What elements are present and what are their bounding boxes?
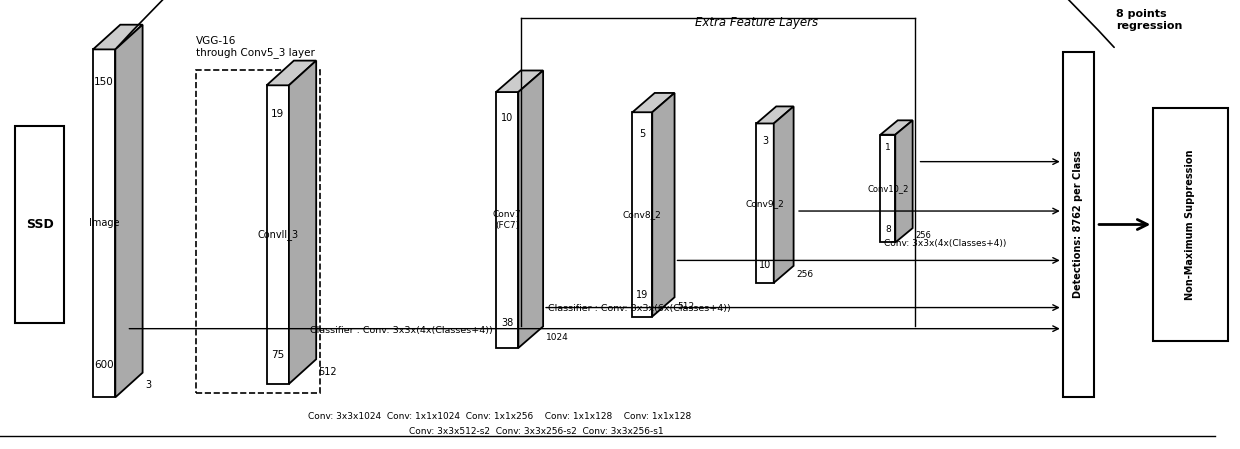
Polygon shape — [756, 106, 794, 123]
Text: 38: 38 — [501, 317, 513, 327]
Polygon shape — [289, 61, 316, 384]
Polygon shape — [895, 120, 913, 242]
Text: 1024: 1024 — [546, 333, 568, 342]
Text: 600: 600 — [94, 360, 114, 370]
Bar — [1063, 52, 1094, 397]
Bar — [15, 126, 64, 323]
Polygon shape — [880, 120, 913, 135]
Text: 3: 3 — [763, 136, 768, 146]
Polygon shape — [632, 93, 675, 112]
Text: Detections: 8762 per Class: Detections: 8762 per Class — [1073, 150, 1084, 299]
Polygon shape — [93, 49, 115, 397]
Text: VGG-16
through Conv5_3 layer: VGG-16 through Conv5_3 layer — [196, 36, 315, 58]
Polygon shape — [496, 92, 518, 348]
Text: 5: 5 — [639, 128, 646, 139]
Text: 512: 512 — [319, 366, 337, 377]
Text: Conv7
(FC7): Conv7 (FC7) — [492, 210, 522, 230]
Text: 1: 1 — [885, 143, 890, 152]
Text: Conv: 3x3x(4x(Classes+4)): Conv: 3x3x(4x(Classes+4)) — [884, 239, 1007, 248]
Text: 8: 8 — [885, 225, 890, 234]
Text: Conv: 3x3x1024  Conv: 1x1x1024  Conv: 1x1x256    Conv: 1x1x128    Conv: 1x1x128: Conv: 3x3x1024 Conv: 1x1x1024 Conv: 1x1x… — [308, 412, 691, 421]
Polygon shape — [115, 25, 143, 397]
Bar — [1153, 108, 1228, 341]
Polygon shape — [880, 135, 895, 242]
Text: 10: 10 — [759, 260, 771, 270]
Polygon shape — [93, 25, 143, 49]
Polygon shape — [632, 112, 652, 317]
Text: 256: 256 — [796, 270, 813, 279]
Text: 512: 512 — [677, 302, 694, 312]
Text: SSD: SSD — [26, 218, 53, 231]
Text: Conv8_2: Conv8_2 — [622, 210, 662, 219]
Polygon shape — [518, 70, 543, 348]
Polygon shape — [774, 106, 794, 283]
Text: 75: 75 — [272, 350, 284, 360]
Bar — [196, 70, 320, 393]
Polygon shape — [267, 85, 289, 384]
Text: 150: 150 — [94, 77, 114, 87]
Text: Image: Image — [89, 218, 119, 229]
Text: Classifier : Conv: 3x3x(6x(Classes+4)): Classifier : Conv: 3x3x(6x(Classes+4)) — [548, 304, 730, 313]
Text: Conv: 3x3x512-s2  Conv: 3x3x256-s2  Conv: 3x3x256-s1: Conv: 3x3x512-s2 Conv: 3x3x256-s2 Conv: … — [409, 427, 663, 436]
Polygon shape — [267, 61, 316, 85]
Text: 256: 256 — [915, 231, 931, 240]
Polygon shape — [496, 70, 543, 92]
Text: 19: 19 — [272, 109, 284, 119]
Text: Non-Maximum Suppression: Non-Maximum Suppression — [1185, 149, 1195, 300]
Text: 19: 19 — [636, 290, 649, 300]
Text: Extra Feature Layers: Extra Feature Layers — [694, 16, 818, 29]
Text: Classifier : Conv: 3x3x(4x(Classes+4)): Classifier : Conv: 3x3x(4x(Classes+4)) — [310, 326, 492, 335]
Text: 10: 10 — [501, 113, 513, 123]
Text: 8 points
regression: 8 points regression — [1116, 9, 1183, 31]
Text: Conv10_2: Conv10_2 — [867, 184, 909, 193]
Text: Convll_3: Convll_3 — [257, 229, 299, 240]
Polygon shape — [756, 123, 774, 283]
Text: Conv9_2: Conv9_2 — [745, 198, 785, 208]
Text: 3: 3 — [145, 380, 151, 390]
Polygon shape — [652, 93, 675, 317]
